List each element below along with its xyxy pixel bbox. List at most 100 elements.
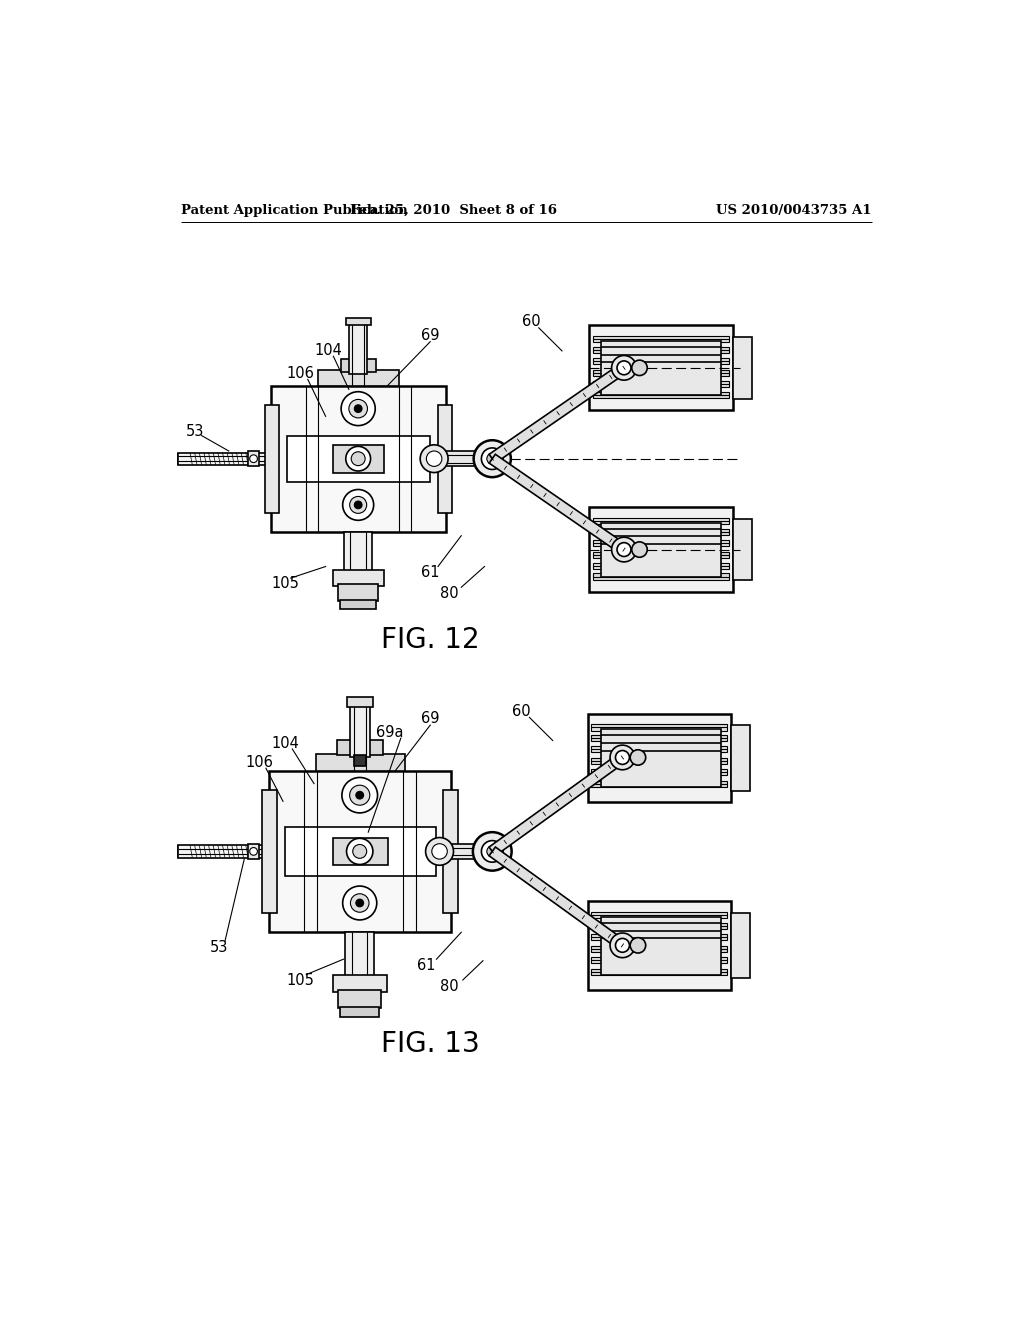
Bar bbox=[346, 697, 373, 706]
Bar bbox=[445, 451, 488, 466]
Bar bbox=[731, 913, 751, 978]
Bar bbox=[621, 544, 636, 556]
Bar bbox=[334, 445, 384, 473]
Circle shape bbox=[617, 543, 631, 557]
Circle shape bbox=[432, 843, 447, 859]
Circle shape bbox=[630, 937, 646, 953]
Bar bbox=[593, 552, 729, 558]
Bar bbox=[344, 532, 372, 574]
Circle shape bbox=[250, 455, 257, 462]
Text: FIG. 13: FIG. 13 bbox=[381, 1030, 479, 1057]
Polygon shape bbox=[489, 754, 626, 855]
Bar bbox=[269, 771, 452, 932]
Bar bbox=[438, 405, 452, 512]
Bar bbox=[732, 519, 752, 581]
Circle shape bbox=[351, 451, 366, 466]
Circle shape bbox=[474, 441, 511, 478]
Bar bbox=[592, 725, 727, 730]
Circle shape bbox=[473, 832, 512, 871]
Text: FIG. 12: FIG. 12 bbox=[381, 626, 479, 653]
Circle shape bbox=[250, 847, 257, 855]
Bar bbox=[349, 323, 368, 374]
Polygon shape bbox=[489, 847, 626, 949]
Bar bbox=[589, 507, 732, 591]
Bar bbox=[601, 523, 721, 577]
Bar bbox=[271, 385, 445, 532]
Text: 80: 80 bbox=[440, 586, 459, 601]
Bar bbox=[315, 754, 404, 771]
Bar bbox=[601, 341, 721, 395]
Bar bbox=[340, 1007, 379, 1016]
Bar bbox=[345, 932, 375, 978]
Circle shape bbox=[617, 360, 631, 375]
Bar bbox=[732, 337, 752, 399]
Bar bbox=[346, 318, 371, 326]
Circle shape bbox=[343, 886, 377, 920]
Circle shape bbox=[356, 792, 364, 799]
Bar bbox=[592, 923, 727, 929]
Circle shape bbox=[354, 405, 362, 413]
Circle shape bbox=[610, 933, 635, 958]
Bar bbox=[731, 725, 751, 791]
Bar bbox=[262, 789, 276, 913]
Bar bbox=[349, 705, 370, 758]
Text: Feb. 25, 2010  Sheet 8 of 16: Feb. 25, 2010 Sheet 8 of 16 bbox=[350, 205, 557, 218]
Text: US 2010/0043735 A1: US 2010/0043735 A1 bbox=[717, 205, 872, 218]
Bar bbox=[588, 902, 731, 990]
Bar bbox=[621, 362, 636, 374]
Bar bbox=[593, 540, 729, 545]
Text: Patent Application Publication: Patent Application Publication bbox=[180, 205, 408, 218]
Bar bbox=[341, 359, 376, 372]
Bar bbox=[601, 729, 721, 787]
Bar bbox=[592, 746, 727, 752]
Bar bbox=[593, 337, 729, 342]
Text: 104: 104 bbox=[314, 343, 342, 359]
Circle shape bbox=[349, 496, 367, 513]
Bar bbox=[593, 529, 729, 535]
Bar bbox=[338, 990, 381, 1008]
Text: 69a: 69a bbox=[376, 725, 403, 739]
Text: 106: 106 bbox=[287, 367, 314, 381]
Text: 106: 106 bbox=[246, 755, 273, 771]
Circle shape bbox=[426, 837, 454, 866]
Text: 60: 60 bbox=[521, 314, 541, 329]
Text: 80: 80 bbox=[440, 978, 459, 994]
Bar bbox=[592, 969, 727, 975]
Bar bbox=[443, 789, 458, 913]
Bar bbox=[593, 562, 729, 569]
Bar bbox=[340, 599, 376, 609]
Circle shape bbox=[610, 744, 635, 770]
Text: 69: 69 bbox=[421, 711, 439, 726]
Text: 105: 105 bbox=[271, 576, 299, 591]
Bar bbox=[592, 781, 727, 788]
Bar bbox=[287, 436, 430, 482]
Bar bbox=[593, 347, 729, 354]
Circle shape bbox=[342, 777, 378, 813]
Circle shape bbox=[426, 451, 442, 466]
Bar bbox=[592, 946, 727, 952]
Bar bbox=[353, 755, 366, 766]
Text: 61: 61 bbox=[417, 958, 435, 973]
Bar bbox=[592, 758, 727, 764]
Circle shape bbox=[343, 490, 374, 520]
Circle shape bbox=[349, 785, 370, 805]
Text: 61: 61 bbox=[421, 565, 439, 581]
Polygon shape bbox=[489, 454, 627, 554]
Circle shape bbox=[350, 894, 369, 912]
Bar bbox=[592, 912, 727, 919]
Text: 53: 53 bbox=[209, 940, 227, 956]
Text: 105: 105 bbox=[287, 973, 314, 989]
Bar bbox=[593, 517, 729, 524]
Bar bbox=[592, 957, 727, 964]
Bar bbox=[337, 739, 383, 755]
Circle shape bbox=[420, 445, 449, 473]
Bar bbox=[333, 570, 384, 586]
Bar bbox=[333, 837, 388, 866]
Bar bbox=[588, 714, 731, 803]
Bar bbox=[317, 370, 399, 385]
Bar bbox=[593, 392, 729, 397]
Text: 69: 69 bbox=[421, 327, 439, 343]
Bar bbox=[618, 940, 634, 952]
Text: 60: 60 bbox=[512, 704, 531, 719]
Bar bbox=[333, 974, 387, 991]
